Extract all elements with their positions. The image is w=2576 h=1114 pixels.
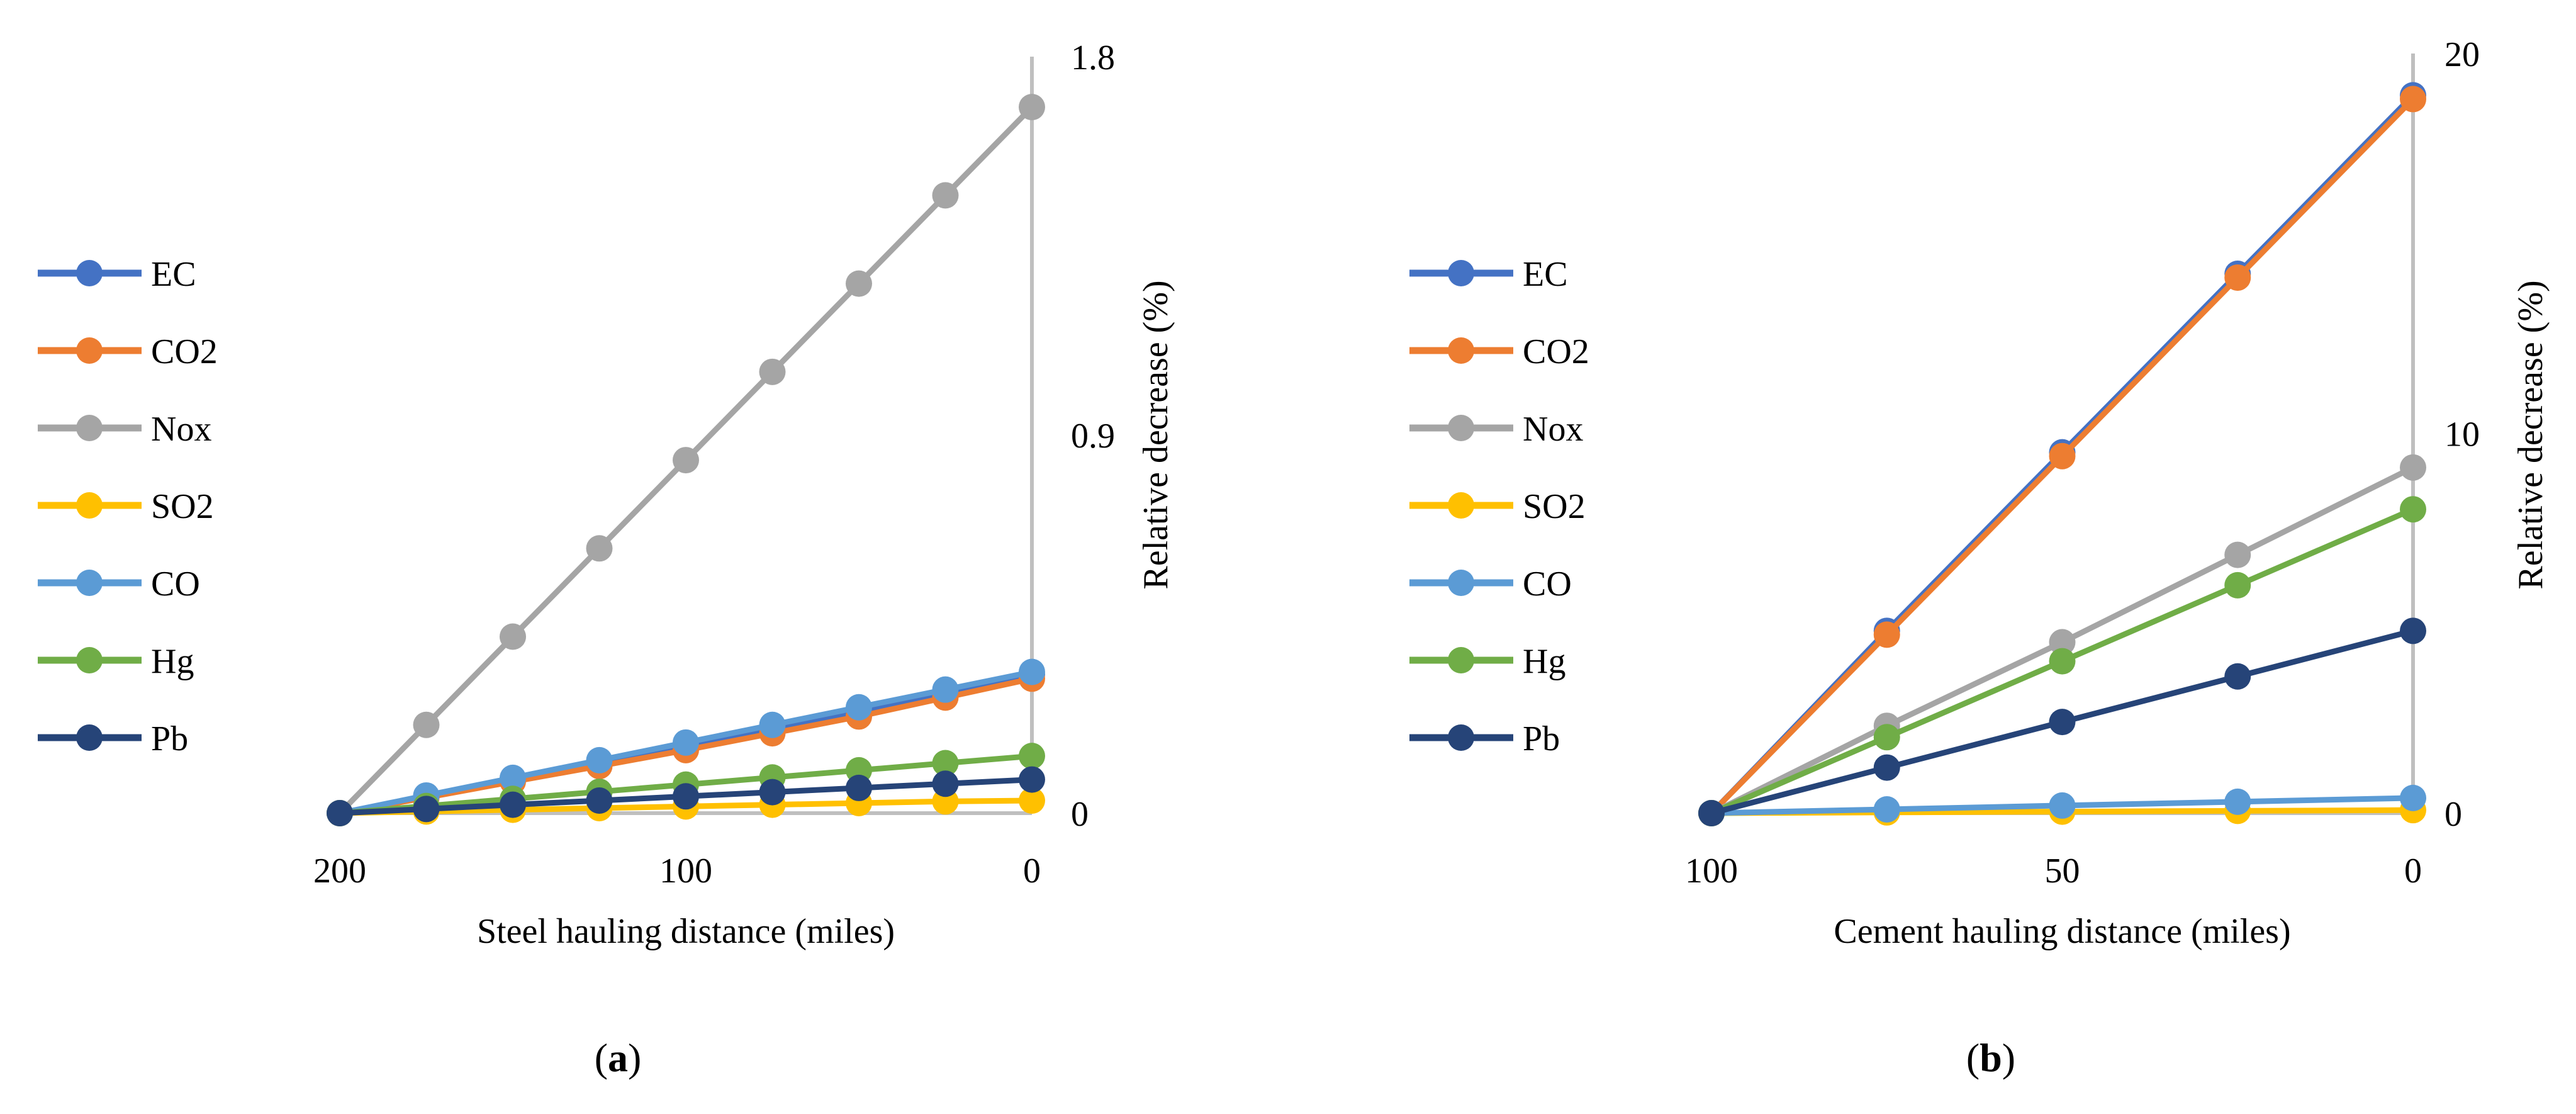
legend-swatch-marker bbox=[1448, 415, 1474, 441]
legend-swatch-marker bbox=[1448, 492, 1474, 519]
y-tick-label: 1.8 bbox=[1071, 38, 1115, 77]
data-point-pb bbox=[846, 774, 872, 801]
legend-label-co2: CO2 bbox=[1523, 332, 1589, 371]
y-tick-label: 0 bbox=[1071, 795, 1089, 834]
legend-label-pb: Pb bbox=[151, 719, 188, 758]
data-point-pb bbox=[2049, 709, 2076, 736]
legend-label-nox: Nox bbox=[1523, 410, 1583, 449]
data-point-nox bbox=[500, 623, 526, 650]
legend-swatch-marker bbox=[76, 260, 103, 286]
legend-swatch-marker bbox=[76, 647, 103, 673]
legend-label-pb: Pb bbox=[1523, 719, 1560, 758]
data-point-co bbox=[846, 694, 872, 721]
y-axis-title: Relative decrease (%) bbox=[2511, 280, 2550, 589]
data-point-pb bbox=[1873, 754, 1900, 781]
data-point-co bbox=[759, 711, 786, 738]
y-tick-label: 20 bbox=[2444, 35, 2480, 74]
data-point-hg bbox=[932, 750, 959, 777]
caption-b: (b) bbox=[1966, 1035, 2015, 1080]
panel-b: 100 50 00 10 20 Cement hauling distance (mile… bbox=[1409, 35, 2550, 951]
legend-label-ec: EC bbox=[1523, 255, 1568, 294]
data-point-nox bbox=[586, 535, 613, 562]
data-point-nox bbox=[932, 182, 959, 209]
data-point-nox bbox=[2400, 454, 2426, 481]
data-point-pb bbox=[1698, 800, 1725, 826]
data-point-co bbox=[932, 676, 959, 703]
data-point-nox bbox=[413, 711, 440, 738]
legend-swatch-marker bbox=[76, 724, 103, 751]
data-point-hg bbox=[2400, 496, 2426, 523]
data-point-co2 bbox=[2049, 442, 2076, 470]
x-tick-label: 100 bbox=[659, 852, 712, 891]
x-axis-title: Cement hauling distance (miles) bbox=[1834, 912, 2290, 951]
legend: EC CO2 Nox SO2 CO Hg Pb bbox=[1409, 255, 1589, 758]
data-point-co2 bbox=[1873, 621, 1900, 648]
x-tick-label: 0 bbox=[1023, 852, 1041, 891]
data-point-hg bbox=[2049, 648, 2076, 675]
data-point-nox bbox=[846, 270, 872, 297]
data-point-pb bbox=[327, 800, 353, 826]
data-point-pb bbox=[413, 796, 440, 823]
legend-label-hg: Hg bbox=[1523, 642, 1565, 681]
legend-swatch-marker bbox=[76, 570, 103, 596]
legend-swatch-marker bbox=[1448, 647, 1474, 673]
data-point-hg bbox=[1019, 743, 1045, 770]
data-point-nox bbox=[2224, 541, 2251, 568]
caption-a: (a) bbox=[595, 1035, 642, 1080]
y-tick-label: 0 bbox=[2444, 795, 2462, 834]
legend-label-co: CO bbox=[1523, 565, 1572, 604]
data-point-hg bbox=[1873, 724, 1900, 751]
data-point-nox bbox=[1019, 94, 1045, 121]
x-tick-label: 100 bbox=[1685, 852, 1738, 891]
legend-swatch-marker bbox=[1448, 570, 1474, 596]
data-point-co bbox=[500, 764, 526, 791]
x-tick-label: 200 bbox=[313, 852, 366, 891]
legend-label-ec: EC bbox=[151, 255, 196, 294]
data-point-pb bbox=[500, 791, 526, 818]
data-point-nox bbox=[759, 358, 786, 385]
data-point-co bbox=[586, 746, 613, 774]
data-point-nox bbox=[2049, 629, 2076, 656]
legend-swatch-marker bbox=[76, 492, 103, 519]
data-point-pb bbox=[932, 770, 959, 797]
data-point-pb bbox=[586, 787, 613, 814]
data-point-pb bbox=[2224, 663, 2251, 690]
legend-label-so2: SO2 bbox=[1523, 487, 1586, 526]
data-point-co bbox=[2049, 792, 2076, 819]
data-point-co bbox=[2224, 788, 2251, 815]
x-tick-label: 50 bbox=[2045, 852, 2080, 891]
data-point-co bbox=[1019, 658, 1045, 685]
data-point-co bbox=[1873, 796, 1900, 823]
legend: EC CO2 Nox SO2 CO Hg Pb bbox=[38, 255, 218, 758]
data-point-hg bbox=[2224, 571, 2251, 599]
legend-swatch-marker bbox=[76, 337, 103, 364]
x-axis-title: Steel hauling distance (miles) bbox=[477, 912, 895, 951]
data-point-pb bbox=[2400, 617, 2426, 644]
x-tick-label: 0 bbox=[2404, 852, 2422, 891]
data-point-pb bbox=[759, 779, 786, 806]
y-axis-title: Relative decrease (%) bbox=[1136, 280, 1175, 589]
legend-label-so2: SO2 bbox=[151, 487, 214, 526]
legend-label-co: CO bbox=[151, 565, 200, 604]
y-tick-label: 0.9 bbox=[1071, 417, 1115, 456]
data-point-co bbox=[2400, 784, 2426, 811]
y-tick-label: 10 bbox=[2444, 415, 2480, 454]
legend-swatch-marker bbox=[1448, 260, 1474, 286]
data-point-pb bbox=[673, 783, 699, 810]
data-point-pb bbox=[1019, 766, 1045, 793]
legend-swatch-marker bbox=[1448, 337, 1474, 364]
legend-swatch-marker bbox=[1448, 724, 1474, 751]
legend-swatch-marker bbox=[76, 415, 103, 441]
data-point-co bbox=[673, 729, 699, 756]
data-point-co2 bbox=[2400, 86, 2426, 113]
data-point-nox bbox=[673, 447, 699, 474]
legend-label-nox: Nox bbox=[151, 410, 211, 449]
panel-a: 200 100 00 0.9 1.8 Steel hauling distance (mi… bbox=[38, 38, 1175, 951]
legend-label-co2: CO2 bbox=[151, 332, 218, 371]
data-point-co2 bbox=[2224, 264, 2251, 291]
legend-label-hg: Hg bbox=[151, 642, 194, 681]
data-point-so2 bbox=[1019, 787, 1045, 814]
